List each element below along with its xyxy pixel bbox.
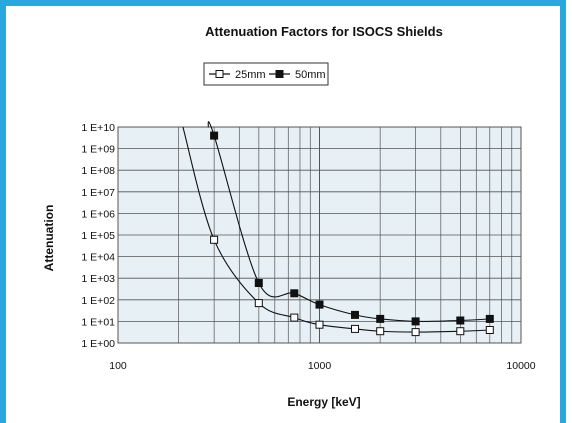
y-tick-label: 1 E+06 [81,208,115,220]
y-tick-label: 1 E+04 [81,252,115,264]
series-layer [182,121,494,337]
data-point-25mm [456,327,465,336]
data-point-25mm [485,326,494,334]
attenuation-chart: Attenuation Factors for ISOCS Shields 25… [42,24,536,409]
y-tick-label: 1 E+00 [81,338,115,350]
data-point-25mm [290,313,299,322]
data-point-25mm [351,324,359,333]
x-axis-title: Energy [keV] [287,395,360,409]
y-tick-label: 1 E+05 [81,230,115,242]
series-line-25mm [182,126,490,333]
y-tick-label: 1 E+07 [81,187,115,199]
data-point-50mm [315,300,324,309]
y-axis-title: Attenuation [42,205,56,272]
y-tick-label: 1 E+02 [81,295,115,307]
y-tick-label: 1 E+10 [81,122,115,134]
y-tick-label: 1 E+08 [81,165,115,177]
legend-label-50mm: 50mm [295,69,326,81]
data-point-50mm [376,314,385,323]
data-point-50mm [411,317,420,326]
legend-marker-50mm [275,70,284,78]
x-tick-label: 1000 [308,360,332,372]
data-point-25mm [411,328,420,337]
data-point-50mm [254,279,263,287]
data-point-25mm [254,299,263,308]
legend-label-25mm: 25mm [235,69,266,81]
chart-title: Attenuation Factors for ISOCS Shields [205,24,443,39]
legend-marker-25mm [215,70,224,78]
y-tick-label: 1 E+03 [81,273,115,285]
data-point-25mm [315,320,324,329]
grid [117,126,522,344]
data-point-25mm [376,327,385,336]
data-point-50mm [485,314,494,323]
legend-box [203,62,329,86]
x-tick-label: 100 [109,360,127,372]
y-tick-label: 1 E+01 [81,316,115,328]
data-point-50mm [351,310,359,319]
data-point-50mm [210,131,219,140]
data-point-50mm [290,289,299,298]
data-point-25mm [210,235,219,244]
series-line-50mm [207,121,490,323]
data-point-50mm [456,316,465,325]
y-tick-label: 1 E+09 [81,144,115,156]
x-tick-label: 10000 [506,360,535,372]
legend: 25mm 50mm [203,62,329,86]
tick-labels: 1 E+00 1 E+01 1 E+02 1 E+03 1 E+04 1 E+05 1 E+… [81,122,535,372]
